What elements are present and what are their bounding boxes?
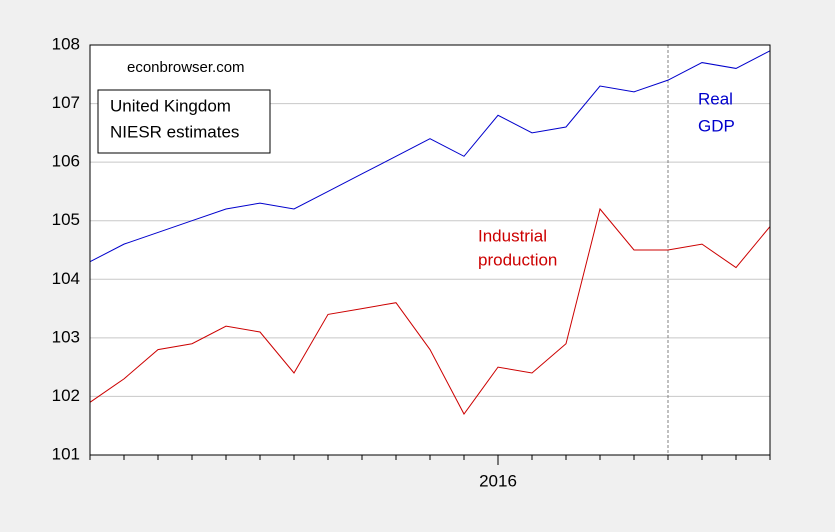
x-tick-label: 2016 — [479, 471, 517, 490]
y-tick-label: 106 — [52, 152, 80, 171]
series-line — [89, 50, 771, 263]
y-tick-label: 105 — [52, 210, 80, 229]
series-line — [89, 207, 771, 415]
series-label: GDP — [698, 116, 735, 135]
y-tick-label: 103 — [52, 327, 80, 346]
box-text: NIESR estimates — [110, 122, 239, 141]
box-text: United Kingdom — [110, 96, 231, 115]
y-tick-label: 108 — [52, 34, 80, 53]
y-tick-label: 107 — [52, 93, 80, 112]
y-tick-label: 101 — [52, 444, 80, 463]
y-tick-label: 104 — [52, 269, 80, 288]
series-label: production — [478, 250, 557, 269]
series-label: Industrial — [478, 226, 547, 245]
plot-border — [89, 44, 771, 456]
series-label: Real — [698, 89, 733, 108]
source-label: econbrowser.com — [127, 59, 245, 76]
legend-box — [97, 89, 271, 154]
y-tick-label: 102 — [52, 386, 80, 405]
